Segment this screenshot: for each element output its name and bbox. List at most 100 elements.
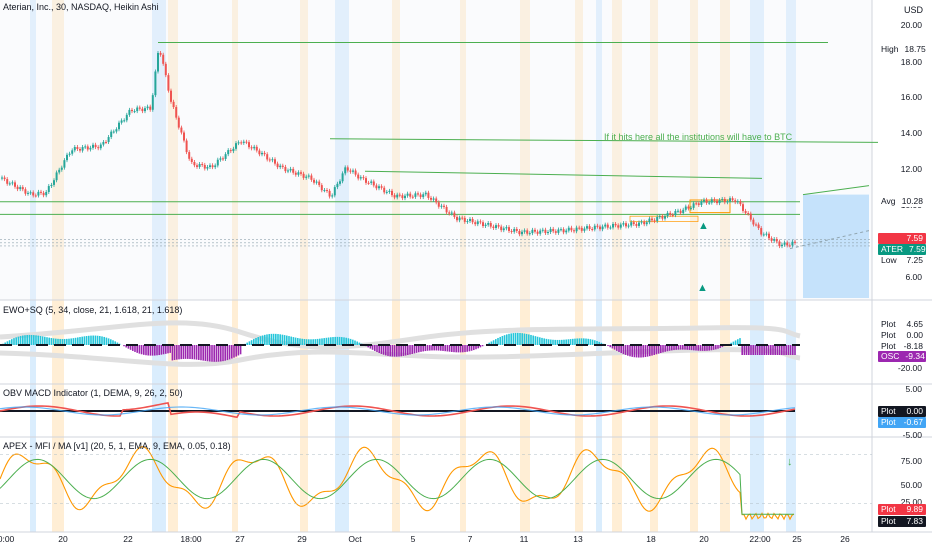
candle xyxy=(570,227,573,231)
session-band xyxy=(786,0,796,532)
value-badge: Plot 7.83 xyxy=(878,516,926,527)
ewo-bar xyxy=(514,332,517,345)
ewo-bar xyxy=(160,345,163,355)
ewo-bar xyxy=(739,338,741,345)
ewo-bar xyxy=(710,345,713,351)
ewo-bar xyxy=(297,338,299,345)
candle xyxy=(440,205,443,207)
ewo-bar xyxy=(596,341,598,345)
ewo-bar xyxy=(517,332,519,345)
candle xyxy=(281,165,284,167)
ewo-bar xyxy=(756,345,759,355)
ewo-bar xyxy=(15,337,17,345)
ewo-bar xyxy=(371,345,374,350)
candle xyxy=(583,228,586,231)
candle xyxy=(560,229,562,231)
badge-value: 9.89 xyxy=(906,504,923,514)
candle xyxy=(120,120,123,123)
chart-annotation[interactable]: If it hits here all the institutions wil… xyxy=(604,132,793,142)
ewo-bar xyxy=(162,345,165,355)
obv-pane-title[interactable]: OBV MACD Indicator (1, DEMA, 9, 26, 2, 5… xyxy=(3,388,183,398)
candle xyxy=(695,203,698,205)
ewo-bar xyxy=(215,345,218,362)
ewo-bar xyxy=(631,345,633,357)
ewo-bar xyxy=(572,338,574,345)
badge-value: 7.59 xyxy=(906,233,923,243)
ewo-bar xyxy=(759,345,761,355)
candle xyxy=(640,221,643,223)
ewo-bar xyxy=(156,345,158,356)
candle xyxy=(141,108,144,112)
time-tick-label: Oct xyxy=(348,534,362,544)
ewo-bar xyxy=(495,339,497,345)
candle xyxy=(521,231,523,235)
ewo-bar xyxy=(46,337,48,345)
candle xyxy=(50,184,53,187)
candle xyxy=(115,129,118,132)
ewo-bar xyxy=(107,338,110,345)
ewo-pane-title[interactable]: EWO+SQ (5, 34, close, 21, 1.618, 21, 1.6… xyxy=(3,305,183,315)
apex-pane-title[interactable]: APEX - MFI / MA [v1] (20, 5, 1, EMA, 9, … xyxy=(3,441,231,451)
candle xyxy=(102,141,105,145)
ewo-bar xyxy=(26,335,28,345)
ewo-bar xyxy=(101,336,103,345)
candle xyxy=(294,172,297,175)
ewo-bar xyxy=(79,337,81,345)
candle xyxy=(612,223,614,228)
candle xyxy=(752,219,755,225)
candle xyxy=(567,227,570,231)
ewo-bar xyxy=(583,338,585,345)
value-badge: Avg 10.28 xyxy=(878,196,926,207)
badge-value: 7.59 xyxy=(909,244,926,254)
ewo-bar xyxy=(616,345,618,351)
buy-arrow-icon: ▲ xyxy=(698,220,709,232)
ewo-bar xyxy=(519,332,521,345)
ewo-bar xyxy=(785,345,787,355)
candle xyxy=(110,131,113,138)
candle xyxy=(489,223,492,227)
candle xyxy=(318,181,321,186)
candle xyxy=(747,213,750,215)
ewo-bar xyxy=(63,338,66,345)
candle xyxy=(313,179,315,183)
ewo-bar xyxy=(528,334,530,345)
candle xyxy=(461,217,464,219)
ewo-bar xyxy=(409,345,411,355)
chart-header-title[interactable]: Aterian, Inc., 30, NASDAQ, Heikin Ashi xyxy=(3,2,159,12)
ewo-bar xyxy=(690,345,693,351)
candle xyxy=(739,201,742,205)
ewo-bar xyxy=(178,345,180,360)
time-tick-label: 22:00 xyxy=(749,534,771,544)
candle xyxy=(469,218,471,222)
ewo-bar xyxy=(532,335,534,345)
ewo-bar xyxy=(321,338,323,345)
ewo-bar xyxy=(550,339,552,345)
candle xyxy=(638,222,640,226)
ewo-bar xyxy=(253,339,255,345)
time-tick-label: 5 xyxy=(410,534,416,544)
candle xyxy=(718,200,721,204)
ewo-bar xyxy=(116,342,119,345)
value-badge: Plot 4.65 xyxy=(878,319,926,330)
candle xyxy=(175,107,178,118)
candle xyxy=(710,199,713,203)
candle xyxy=(760,228,763,235)
ewo-bar xyxy=(704,345,706,351)
ewo-bar xyxy=(525,333,528,345)
ewo-bar xyxy=(96,335,99,345)
ewo-bar xyxy=(442,345,444,351)
ewo-bar xyxy=(343,337,345,345)
ewo-bar xyxy=(376,345,378,353)
badge-label: OSC xyxy=(881,351,900,361)
ewo-bar xyxy=(336,336,339,345)
candle xyxy=(755,224,757,226)
ewo-bar xyxy=(217,345,220,362)
ewo-bar xyxy=(356,341,358,345)
candle xyxy=(762,234,765,236)
candle xyxy=(552,228,555,232)
ewo-bar xyxy=(332,337,334,345)
candle xyxy=(502,228,505,231)
candle xyxy=(138,107,141,109)
price-tick-label: 6.00 xyxy=(905,272,922,282)
